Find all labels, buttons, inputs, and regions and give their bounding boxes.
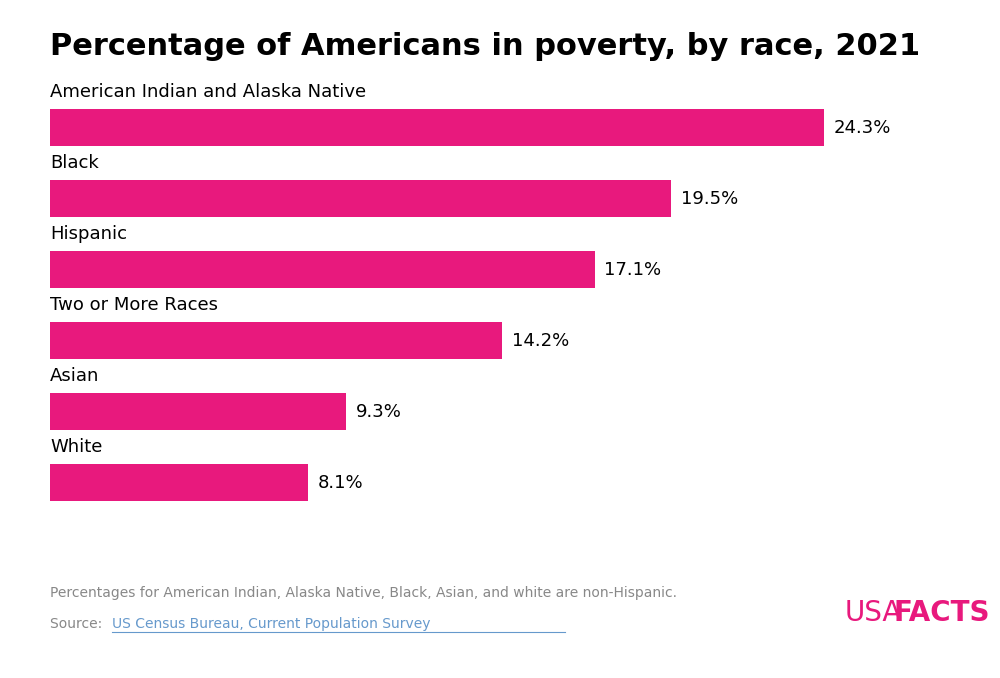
Text: 8.1%: 8.1% xyxy=(318,474,363,492)
Text: Asian: Asian xyxy=(50,367,99,384)
Text: Percentage of Americans in poverty, by race, 2021: Percentage of Americans in poverty, by r… xyxy=(50,32,920,61)
Text: Black: Black xyxy=(50,154,99,172)
Text: 19.5%: 19.5% xyxy=(681,190,738,207)
Bar xyxy=(50,393,346,430)
Text: US Census Bureau, Current Population Survey: US Census Bureau, Current Population Sur… xyxy=(112,616,430,631)
Text: 14.2%: 14.2% xyxy=(512,332,569,350)
Text: American Indian and Alaska Native: American Indian and Alaska Native xyxy=(50,83,366,101)
Text: USA: USA xyxy=(845,599,902,627)
Text: Hispanic: Hispanic xyxy=(50,225,127,243)
Text: 24.3%: 24.3% xyxy=(834,119,891,137)
Text: 9.3%: 9.3% xyxy=(356,403,402,421)
Text: White: White xyxy=(50,438,102,456)
Text: Two or More Races: Two or More Races xyxy=(50,296,218,314)
Text: 17.1%: 17.1% xyxy=(604,261,661,279)
Bar xyxy=(50,180,671,217)
Text: Percentages for American Indian, Alaska Native, Black, Asian, and white are non-: Percentages for American Indian, Alaska … xyxy=(50,586,677,600)
Bar xyxy=(50,322,502,359)
Bar xyxy=(50,252,595,288)
Bar xyxy=(50,464,308,501)
Text: FACTS: FACTS xyxy=(893,599,990,627)
Text: Source:: Source: xyxy=(50,616,107,631)
Bar xyxy=(50,109,824,146)
